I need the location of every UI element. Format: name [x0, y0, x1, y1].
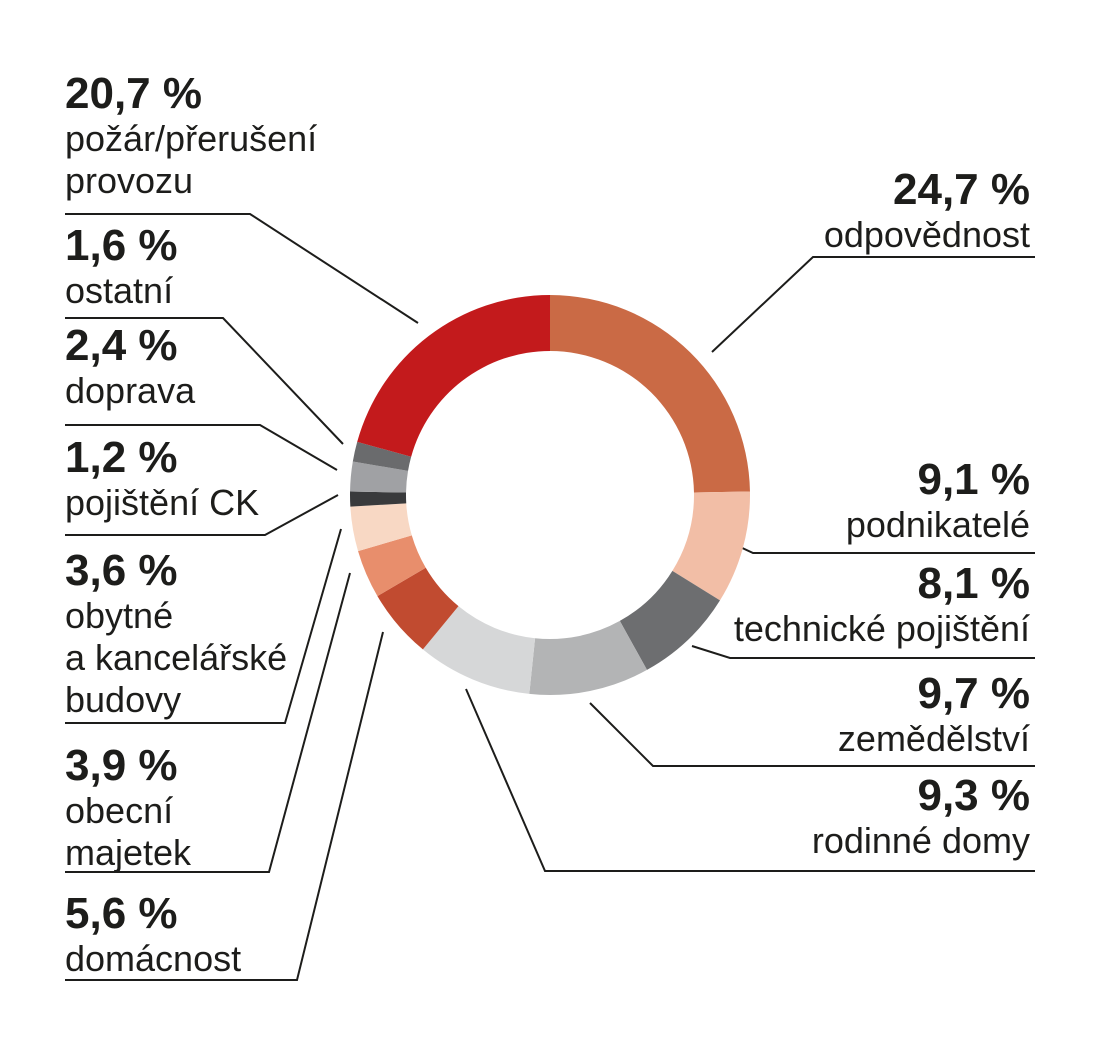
callout-label-line: požár/přerušení: [65, 118, 318, 159]
callout-label-line: technické pojištění: [733, 608, 1030, 649]
callout-label-line: a kancelářské: [65, 637, 288, 678]
callout-value: 9,3 %: [917, 771, 1030, 820]
donut-segment-ostatni: [352, 441, 412, 471]
leader-line-ostatni: [65, 317, 344, 445]
donut-segment-obytne-a-kancelarske-budovy: [350, 503, 412, 552]
callout-value: 9,1 %: [917, 455, 1030, 504]
callout-label-line: domácnost: [65, 938, 242, 979]
callout-label-line: obytné: [65, 595, 174, 636]
leader-line-domacnost: [65, 631, 384, 981]
donut-segments: [350, 295, 751, 695]
callout-value: 3,6 %: [65, 546, 178, 595]
callout-value: 24,7 %: [893, 165, 1030, 214]
leader-line-podnikatele: [737, 545, 1035, 554]
donut-segment-podnikatele: [672, 491, 751, 601]
donut-segment-zemedelstvi: [529, 620, 647, 695]
leader-lines: [65, 213, 1035, 981]
callout-label-line: doprava: [65, 370, 196, 411]
leader-line-odpovednost: [711, 256, 1035, 353]
callout-label-line: ostatní: [65, 270, 174, 311]
callout-podnikatele: 9,1 % podnikatelé: [846, 456, 1030, 546]
callout-label-line: obecní: [65, 790, 174, 831]
callout-label-line: budovy: [65, 679, 182, 720]
callout-label-line: zemědělství: [837, 718, 1030, 759]
callout-rodinne-domy: 9,3 % rodinné domy: [812, 772, 1030, 862]
callout-value: 1,6 %: [65, 221, 178, 270]
callout-pojisteni-ck: 1,2 % pojištění CK: [65, 434, 259, 524]
donut-segment-odpovednost: [550, 295, 750, 493]
callout-label-line: podnikatelé: [845, 504, 1030, 545]
donut-segment-technicke-pojisteni: [619, 570, 720, 670]
callout-label-line: odpovědnost: [823, 214, 1030, 255]
callout-value: 20,7 %: [65, 69, 202, 118]
callout-label-line: rodinné domy: [811, 820, 1030, 861]
leader-line-pojisteni-ck: [65, 494, 339, 536]
leader-line-obytne-a-kancelarske-budovy: [65, 528, 342, 724]
callout-value: 8,1 %: [917, 559, 1030, 608]
callout-obytne-a-kancelarske-budovy: 3,6 % obytné a kancelářské budovy: [65, 547, 287, 721]
callout-ostatni: 1,6 % ostatní: [65, 222, 178, 312]
callout-doprava: 2,4 % doprava: [65, 322, 195, 412]
donut-segment-pozar-preruseni-provozu: [357, 295, 550, 457]
donut-segment-domacnost: [377, 567, 459, 650]
callout-label-line: pojištění CK: [65, 482, 260, 523]
leader-line-technicke-pojisteni: [691, 645, 1035, 659]
callout-value: 3,9 %: [65, 741, 178, 790]
callout-obecni-majetek: 3,9 % obecní majetek: [65, 742, 191, 874]
callout-value: 9,7 %: [917, 669, 1030, 718]
callout-pozar-preruseni-provozu: 20,7 % požár/přerušení provozu: [65, 70, 317, 202]
donut-segment-obecni-majetek: [358, 535, 426, 597]
donut-segment-doprava: [350, 461, 409, 493]
leader-line-pozar-preruseni-provozu: [65, 213, 419, 324]
donut-segment-rodinne-domy: [422, 606, 536, 694]
callout-value: 5,6 %: [65, 889, 178, 938]
callout-value: 1,2 %: [65, 433, 178, 482]
callout-domacnost: 5,6 % domácnost: [65, 890, 241, 980]
leader-line-doprava: [65, 424, 338, 471]
leader-line-obecni-majetek: [65, 572, 351, 873]
callout-zemedelstvi: 9,7 % zemědělství: [838, 670, 1030, 760]
leader-line-zemedelstvi: [589, 702, 1035, 767]
callout-odpovednost: 24,7 % odpovědnost: [824, 166, 1030, 256]
leader-line-rodinne-domy: [465, 688, 1035, 872]
callout-label-line: majetek: [65, 832, 192, 873]
callout-label-line: provozu: [65, 160, 194, 201]
callout-technicke-pojisteni: 8,1 % technické pojištění: [734, 560, 1030, 650]
callout-value: 2,4 %: [65, 321, 178, 370]
donut-segment-pojisteni-ck: [350, 491, 407, 507]
